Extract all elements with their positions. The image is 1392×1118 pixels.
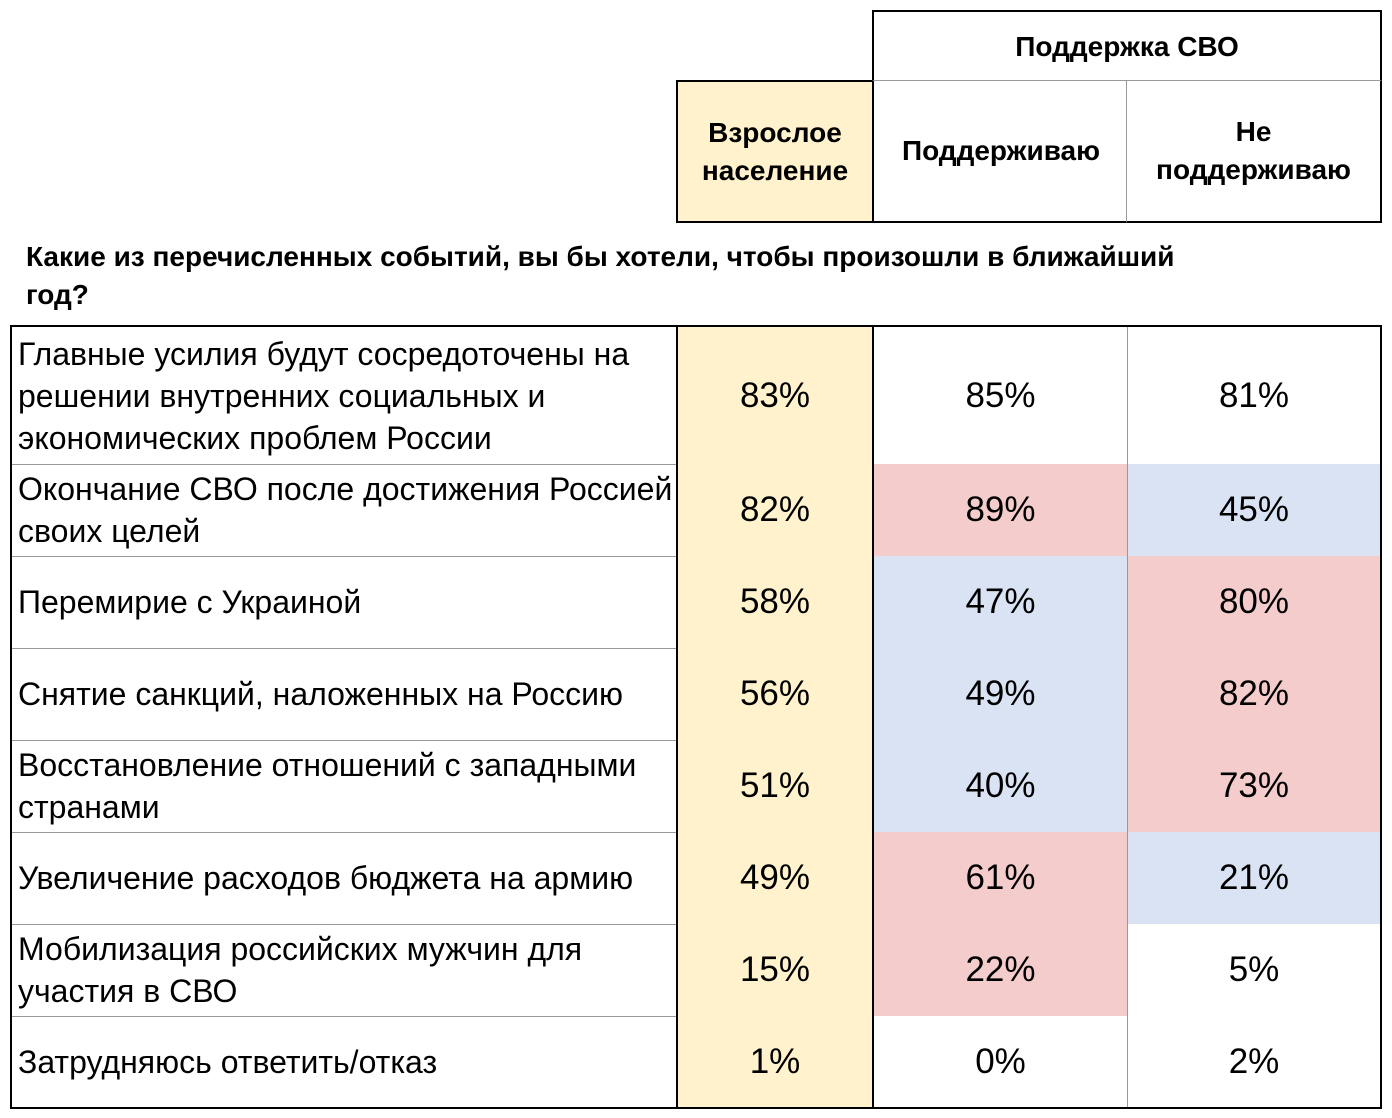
cell-not-support: 45% (1128, 464, 1380, 556)
cell-support: 40% (874, 740, 1128, 832)
cell-not-support: 82% (1128, 648, 1380, 740)
column-header-support: Поддерживаю (872, 80, 1128, 223)
row-label: Перемирие с Украиной (12, 556, 678, 648)
table-row: Увеличение расходов бюджета на армию 49% 6… (12, 832, 1380, 925)
cell-adult-population: 82% (678, 464, 874, 556)
table-row: Мобилизация российских мужчин для участи… (12, 924, 1380, 1017)
cell-support: 0% (874, 1016, 1128, 1107)
row-label: Окончание СВО после достижения Россией с… (12, 464, 678, 556)
row-label: Восстановление отношений с западными стр… (12, 740, 678, 832)
row-label: Главные усилия будут сосредоточены на ре… (12, 327, 678, 464)
data-table: Главные усилия будут сосредоточены на ре… (10, 325, 1382, 1109)
cell-adult-population: 56% (678, 648, 874, 740)
cell-adult-population: 49% (678, 832, 874, 924)
cell-support: 61% (874, 832, 1128, 924)
table-row: Затрудняюсь ответить/отказ 1% 0% 2% (12, 1016, 1380, 1107)
cell-not-support: 81% (1128, 327, 1380, 464)
cell-support: 89% (874, 464, 1128, 556)
cell-adult-population: 15% (678, 924, 874, 1016)
cell-support: 49% (874, 648, 1128, 740)
row-label: Мобилизация российских мужчин для участи… (12, 924, 678, 1016)
question-text: Какие из перечисленных событий, вы бы хо… (26, 241, 1175, 310)
header-group-support-svo: Поддержка СВО (872, 10, 1382, 82)
cell-not-support: 21% (1128, 832, 1380, 924)
cell-not-support: 80% (1128, 556, 1380, 648)
table-row: Восстановление отношений с западными стр… (12, 740, 1380, 833)
cell-adult-population: 83% (678, 327, 874, 464)
row-label: Увеличение расходов бюджета на армию (12, 832, 678, 924)
table-row: Снятие санкций, наложенных на Россию 56% 4… (12, 648, 1380, 741)
cell-not-support: 2% (1128, 1016, 1380, 1107)
table-row: Перемирие с Украиной 58% 47% 80% (12, 556, 1380, 649)
column-header-not-support: Не поддерживаю (1126, 80, 1382, 223)
cell-support: 85% (874, 327, 1128, 464)
cell-not-support: 5% (1128, 924, 1380, 1016)
cell-adult-population: 58% (678, 556, 874, 648)
column-header-adult-population: Взрослое население (676, 80, 874, 223)
cell-support: 47% (874, 556, 1128, 648)
cell-adult-population: 1% (678, 1016, 874, 1107)
cell-not-support: 73% (1128, 740, 1380, 832)
table-row: Главные усилия будут сосредоточены на ре… (12, 327, 1380, 465)
row-label: Снятие санкций, наложенных на Россию (12, 648, 678, 740)
cell-adult-population: 51% (678, 740, 874, 832)
table-row: Окончание СВО после достижения Россией с… (12, 464, 1380, 557)
cell-support: 22% (874, 924, 1128, 1016)
row-label: Затрудняюсь ответить/отказ (12, 1016, 678, 1107)
